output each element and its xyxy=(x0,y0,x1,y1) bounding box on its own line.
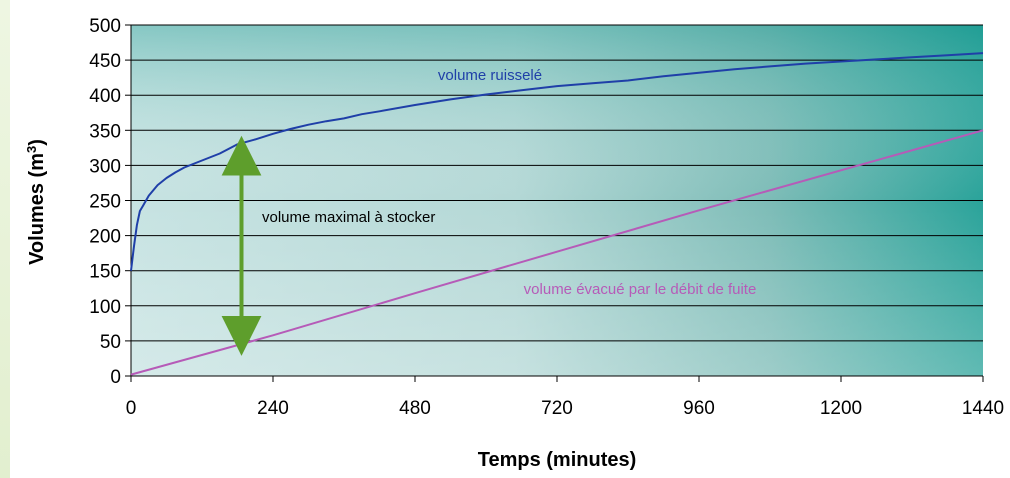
series-label-2: volume évacué par le débit de fuite xyxy=(524,281,757,298)
series-line-2 xyxy=(130,129,984,376)
series-label-1: volume ruisselé xyxy=(438,67,542,84)
decorative-strip xyxy=(0,0,10,478)
y-tick-label-200: 200 xyxy=(89,227,121,248)
y-tick-label-350: 350 xyxy=(89,121,121,142)
y-tick-label-450: 450 xyxy=(89,51,121,72)
x-tick-label-1440: 1440 xyxy=(962,398,1004,419)
y-tick-label-300: 300 xyxy=(89,156,121,177)
y-axis-title-main: Volumes (m xyxy=(26,153,48,265)
y-tick-label-500: 500 xyxy=(89,16,121,37)
annotation-label: volume maximal à stocker xyxy=(262,209,435,226)
x-tick-labels: 0 240 480 720 960 1200 1440 xyxy=(126,398,1004,419)
x-tick-label-480: 480 xyxy=(399,398,431,419)
x-tick-label-720: 720 xyxy=(541,398,573,419)
gridlines xyxy=(125,24,983,377)
x-tick-label-1200: 1200 xyxy=(820,398,862,419)
y-tick-label-50: 50 xyxy=(100,332,121,353)
x-axis-title: Temps (minutes) xyxy=(478,449,637,471)
y-tick-label-400: 400 xyxy=(89,86,121,107)
y-tick-label-0: 0 xyxy=(110,367,121,388)
x-tick-label-0: 0 xyxy=(126,398,137,419)
x-tick-label-960: 960 xyxy=(683,398,715,419)
y-axis-title: Volumes (m3) xyxy=(24,139,48,265)
y-axis-title-superscript: 3 xyxy=(24,146,39,153)
y-tick-label-250: 250 xyxy=(89,192,121,213)
axes xyxy=(130,25,984,382)
series-lines: volume ruisselé volume évacué par le débi… xyxy=(130,52,984,376)
y-tick-label-150: 150 xyxy=(89,262,121,283)
annotation: volume maximal à stocker xyxy=(221,135,435,356)
y-tick-label-100: 100 xyxy=(89,297,121,318)
series-line-1 xyxy=(130,52,984,271)
y-tick-labels: 0 50 100 150 200 250 300 350 400 450 500 xyxy=(89,16,121,388)
y-axis-title-end: ) xyxy=(26,139,48,146)
x-tick-label-240: 240 xyxy=(257,398,289,419)
